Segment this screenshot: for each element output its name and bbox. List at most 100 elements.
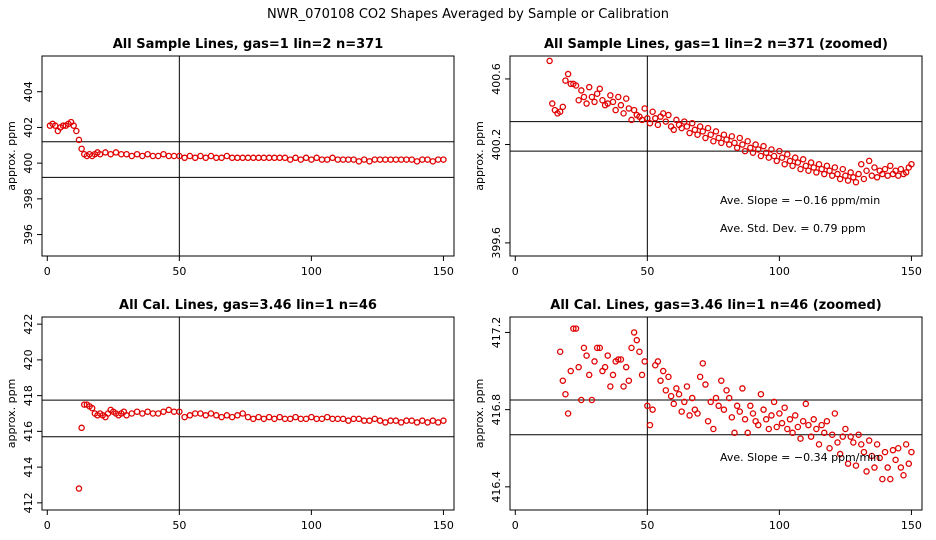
data-point <box>723 387 730 394</box>
data-point <box>670 400 677 408</box>
data-point <box>329 154 336 162</box>
data-point <box>707 398 714 406</box>
data-point <box>728 414 736 421</box>
data-point <box>329 415 336 423</box>
data-point <box>636 348 643 355</box>
data-point <box>638 371 646 379</box>
data-point <box>250 415 257 423</box>
data-point <box>858 441 865 448</box>
chart-panel-1: All Sample Lines, gas=1 lin=2 n=371 0 50 10… <box>5 37 455 278</box>
y-tick-label: 398 <box>22 188 35 209</box>
data-point <box>844 460 852 467</box>
data-point <box>739 141 746 148</box>
data-point <box>562 77 569 84</box>
figure-title: NWR_070108 CO2 Shapes Averaged by Sample… <box>267 7 669 22</box>
data-point <box>583 352 590 359</box>
data-point <box>176 408 183 415</box>
data-point <box>292 413 299 421</box>
data-point <box>144 408 151 415</box>
data-point <box>855 431 862 438</box>
data-point <box>879 475 886 483</box>
data-point <box>802 400 810 408</box>
data-point <box>271 415 278 423</box>
data-point <box>834 170 841 178</box>
data-point <box>323 413 331 421</box>
data-point <box>744 137 751 145</box>
data-point <box>755 146 762 153</box>
data-point <box>276 154 283 162</box>
data-point <box>350 156 357 163</box>
data-point <box>686 129 693 137</box>
data-point <box>712 128 720 135</box>
data-point <box>297 415 305 423</box>
data-point <box>842 172 849 179</box>
data-point <box>826 167 833 175</box>
data-point <box>749 410 757 417</box>
data-point <box>133 408 141 415</box>
data-point <box>791 154 799 161</box>
data-point <box>715 402 722 410</box>
data-point <box>413 158 421 165</box>
data-point <box>696 373 704 381</box>
data-point <box>570 325 577 332</box>
data-point <box>789 162 796 170</box>
data-point <box>78 145 85 153</box>
data-point <box>868 452 876 460</box>
data-point <box>836 450 844 458</box>
data-point <box>75 136 83 144</box>
data-point <box>149 410 157 417</box>
data-point <box>403 417 410 424</box>
data-point <box>617 356 625 363</box>
data-point <box>323 156 331 163</box>
data-point <box>546 57 553 65</box>
data-point <box>791 412 799 419</box>
data-point <box>70 122 77 129</box>
data-point <box>376 417 384 424</box>
data-point <box>871 164 878 171</box>
data-point <box>144 150 151 158</box>
data-point <box>747 402 754 410</box>
data-point <box>794 159 802 166</box>
data-point <box>102 149 109 156</box>
data-point <box>876 454 883 462</box>
data-point <box>881 448 889 456</box>
y-tick-label: 416 <box>22 421 35 442</box>
data-point <box>133 150 141 158</box>
data-point <box>213 412 220 419</box>
data-point <box>591 358 598 365</box>
data-point <box>197 410 204 417</box>
data-point <box>765 425 773 433</box>
data-point <box>773 157 780 165</box>
data-point <box>770 398 778 406</box>
data-point <box>593 344 601 352</box>
y-tick-label: 416.8 <box>490 394 503 426</box>
data-point <box>887 162 894 170</box>
data-point <box>292 154 299 162</box>
data-point <box>366 417 373 424</box>
data-point <box>736 408 744 415</box>
data-point <box>747 144 754 152</box>
data-point <box>688 119 696 127</box>
data-point <box>641 358 648 365</box>
data-point <box>287 415 294 423</box>
data-point <box>549 100 556 107</box>
data-point <box>715 134 722 142</box>
data-point <box>887 475 894 483</box>
data-point <box>847 169 854 176</box>
data-point <box>434 419 442 426</box>
data-point <box>617 101 625 109</box>
data-point <box>691 126 699 134</box>
data-point <box>665 373 672 381</box>
data-point <box>728 133 736 140</box>
data-point <box>749 149 757 156</box>
y-tick-label: 420 <box>22 349 35 370</box>
data-point <box>244 154 252 162</box>
data-point <box>807 159 815 166</box>
data-point <box>345 156 352 163</box>
data-point <box>403 156 410 163</box>
data-point <box>884 172 891 179</box>
data-point <box>649 406 656 413</box>
y-tick-label: 416.4 <box>490 471 503 503</box>
data-point <box>741 147 749 155</box>
data-point <box>873 174 881 181</box>
